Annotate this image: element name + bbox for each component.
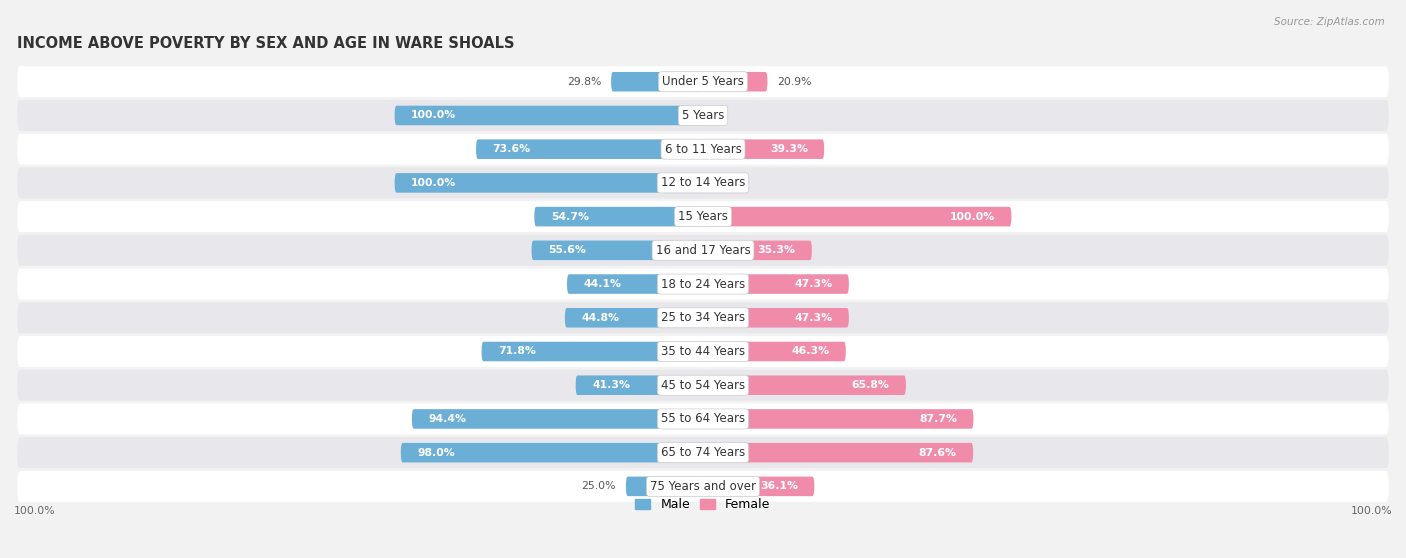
FancyBboxPatch shape <box>534 207 703 227</box>
Text: 29.8%: 29.8% <box>567 77 602 86</box>
FancyBboxPatch shape <box>626 477 703 496</box>
Text: 55.6%: 55.6% <box>548 246 586 256</box>
Text: 100.0%: 100.0% <box>949 211 995 222</box>
FancyBboxPatch shape <box>17 235 1389 266</box>
Text: 87.6%: 87.6% <box>918 448 956 458</box>
FancyBboxPatch shape <box>575 376 703 395</box>
Text: INCOME ABOVE POVERTY BY SEX AND AGE IN WARE SHOALS: INCOME ABOVE POVERTY BY SEX AND AGE IN W… <box>17 36 515 51</box>
Text: 100.0%: 100.0% <box>411 110 457 121</box>
Text: 18 to 24 Years: 18 to 24 Years <box>661 277 745 291</box>
FancyBboxPatch shape <box>17 370 1389 401</box>
Legend: Male, Female: Male, Female <box>630 493 776 517</box>
Text: 39.3%: 39.3% <box>770 144 808 154</box>
FancyBboxPatch shape <box>703 140 824 159</box>
FancyBboxPatch shape <box>703 477 814 496</box>
Text: 73.6%: 73.6% <box>492 144 530 154</box>
Text: 65 to 74 Years: 65 to 74 Years <box>661 446 745 459</box>
FancyBboxPatch shape <box>703 341 846 361</box>
FancyBboxPatch shape <box>401 443 703 463</box>
FancyBboxPatch shape <box>703 275 849 294</box>
FancyBboxPatch shape <box>17 66 1389 97</box>
Text: 41.3%: 41.3% <box>592 380 630 390</box>
Text: 47.3%: 47.3% <box>794 279 832 289</box>
Text: 98.0%: 98.0% <box>418 448 456 458</box>
FancyBboxPatch shape <box>567 275 703 294</box>
Text: 44.8%: 44.8% <box>581 313 619 323</box>
Text: 25.0%: 25.0% <box>582 482 616 492</box>
FancyBboxPatch shape <box>412 409 703 429</box>
FancyBboxPatch shape <box>17 403 1389 435</box>
Text: 71.8%: 71.8% <box>498 347 536 357</box>
FancyBboxPatch shape <box>703 72 768 92</box>
Text: 35.3%: 35.3% <box>758 246 796 256</box>
Text: 100.0%: 100.0% <box>1350 506 1392 516</box>
Text: 94.4%: 94.4% <box>429 414 467 424</box>
Text: 75 Years and over: 75 Years and over <box>650 480 756 493</box>
Text: 47.3%: 47.3% <box>794 313 832 323</box>
FancyBboxPatch shape <box>703 443 973 463</box>
Text: Under 5 Years: Under 5 Years <box>662 75 744 88</box>
Text: 100.0%: 100.0% <box>411 178 457 188</box>
FancyBboxPatch shape <box>395 173 703 193</box>
Text: 15 Years: 15 Years <box>678 210 728 223</box>
FancyBboxPatch shape <box>703 409 973 429</box>
Text: 55 to 64 Years: 55 to 64 Years <box>661 412 745 425</box>
FancyBboxPatch shape <box>703 308 849 328</box>
Text: 12 to 14 Years: 12 to 14 Years <box>661 176 745 189</box>
FancyBboxPatch shape <box>703 376 905 395</box>
Text: 100.0%: 100.0% <box>14 506 56 516</box>
Text: 35 to 44 Years: 35 to 44 Years <box>661 345 745 358</box>
FancyBboxPatch shape <box>395 105 703 125</box>
Text: 6 to 11 Years: 6 to 11 Years <box>665 143 741 156</box>
FancyBboxPatch shape <box>703 240 811 260</box>
Text: 46.3%: 46.3% <box>792 347 830 357</box>
FancyBboxPatch shape <box>17 268 1389 300</box>
FancyBboxPatch shape <box>17 167 1389 199</box>
FancyBboxPatch shape <box>565 308 703 328</box>
FancyBboxPatch shape <box>17 336 1389 367</box>
FancyBboxPatch shape <box>17 471 1389 502</box>
Text: Source: ZipAtlas.com: Source: ZipAtlas.com <box>1274 17 1385 27</box>
Text: 45 to 54 Years: 45 to 54 Years <box>661 379 745 392</box>
FancyBboxPatch shape <box>17 134 1389 165</box>
FancyBboxPatch shape <box>612 72 703 92</box>
FancyBboxPatch shape <box>17 302 1389 333</box>
Text: 54.7%: 54.7% <box>551 211 589 222</box>
FancyBboxPatch shape <box>17 201 1389 232</box>
Text: 20.9%: 20.9% <box>778 77 811 86</box>
FancyBboxPatch shape <box>703 207 1011 227</box>
Text: 36.1%: 36.1% <box>759 482 799 492</box>
Text: 25 to 34 Years: 25 to 34 Years <box>661 311 745 324</box>
Text: 5 Years: 5 Years <box>682 109 724 122</box>
FancyBboxPatch shape <box>482 341 703 361</box>
FancyBboxPatch shape <box>17 100 1389 131</box>
Text: 16 and 17 Years: 16 and 17 Years <box>655 244 751 257</box>
FancyBboxPatch shape <box>17 437 1389 468</box>
Text: 87.7%: 87.7% <box>920 414 957 424</box>
Text: 65.8%: 65.8% <box>852 380 890 390</box>
FancyBboxPatch shape <box>531 240 703 260</box>
FancyBboxPatch shape <box>477 140 703 159</box>
Text: 44.1%: 44.1% <box>583 279 621 289</box>
